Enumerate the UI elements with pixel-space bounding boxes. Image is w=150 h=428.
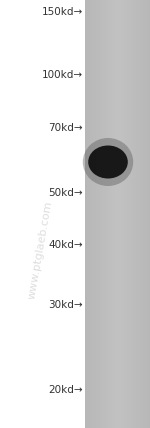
Text: 50kd→: 50kd→ xyxy=(48,188,83,198)
Text: 20kd→: 20kd→ xyxy=(48,385,83,395)
Text: 150kd→: 150kd→ xyxy=(42,7,83,17)
Ellipse shape xyxy=(83,138,133,186)
Ellipse shape xyxy=(88,146,128,178)
Text: 100kd→: 100kd→ xyxy=(42,70,83,80)
Text: 40kd→: 40kd→ xyxy=(48,240,83,250)
Text: 30kd→: 30kd→ xyxy=(48,300,83,310)
Text: www.ptglaeb.com: www.ptglaeb.com xyxy=(26,200,54,300)
Bar xyxy=(85,0,150,428)
Text: 70kd→: 70kd→ xyxy=(48,123,83,133)
